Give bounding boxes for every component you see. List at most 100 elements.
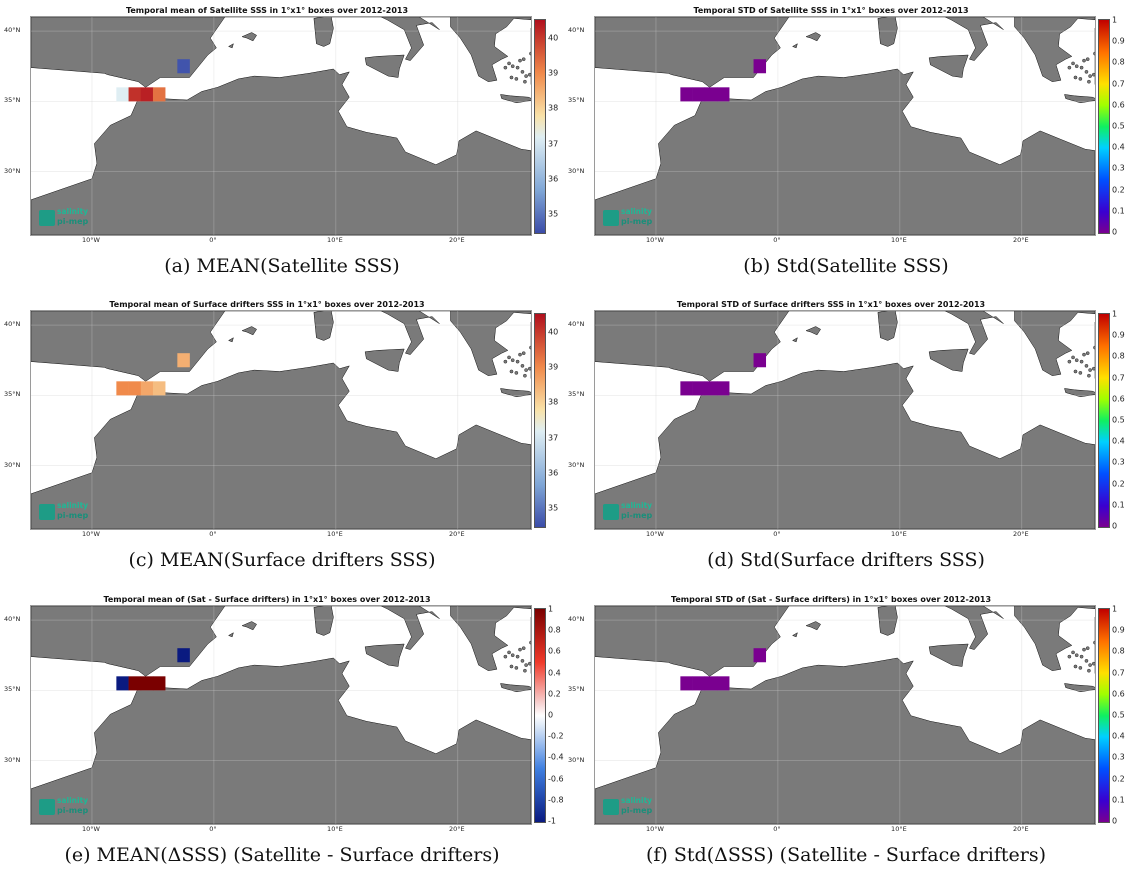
island [518, 647, 522, 652]
data-box [692, 87, 706, 102]
data-box [716, 676, 730, 691]
colorbar-tick-label: 36 [548, 468, 559, 478]
logo-text-line1: salinity [621, 796, 653, 805]
colorbar-tick-label: 0.6 [1112, 100, 1125, 110]
colorbar-tick-label: 0 [1112, 521, 1118, 531]
island [515, 654, 520, 659]
data-box [116, 676, 129, 691]
colorbar-tick-label: 0 [548, 710, 554, 720]
map-area: salinity pi-mep [594, 310, 1096, 530]
island [1088, 368, 1092, 372]
land-mass [241, 32, 257, 42]
land-mass [928, 643, 969, 667]
island [524, 74, 528, 78]
island [503, 654, 508, 659]
land-mass [877, 17, 898, 47]
logo-text-line2: pi-mep [621, 511, 653, 520]
colorbar-tick-label: 0.4 [1112, 436, 1125, 446]
island [1078, 77, 1083, 81]
island [527, 661, 531, 666]
map-title: Temporal mean of (Sat - Surface drifters… [103, 595, 431, 604]
island [1067, 65, 1072, 70]
data-box [716, 381, 730, 396]
island [529, 51, 531, 56]
map-panel: Temporal STD of Satellite SSS in 1°x1° b… [566, 2, 1126, 292]
colorbar-tick-label: 0.8 [1112, 351, 1125, 361]
lon-tick-label: 20°E [1013, 825, 1029, 833]
island [1085, 351, 1090, 355]
map-svg [595, 311, 1095, 529]
data-box [152, 87, 166, 102]
colorbar-tick-label: 0.3 [1112, 752, 1125, 762]
land-mass [31, 606, 531, 677]
data-box [680, 676, 693, 691]
lat-tick-label: 35°N [4, 390, 21, 399]
panel-caption: (d) Std(Surface drifters SSS) [707, 549, 985, 571]
data-box [116, 381, 129, 396]
land-mass [313, 17, 334, 47]
logo-text-line2: pi-mep [621, 806, 653, 815]
island [523, 79, 527, 84]
land-mass [241, 326, 257, 336]
panel-caption: (c) MEAN(Surface drifters SSS) [128, 549, 436, 571]
lon-tick-label: 10°E [891, 825, 907, 833]
colorbar-tick-label: 0.2 [548, 689, 561, 699]
colorbar-tick-label: 0.4 [1112, 731, 1125, 741]
data-box [692, 381, 706, 396]
colorbar [1098, 19, 1110, 234]
island [1073, 369, 1078, 374]
land-mass [595, 657, 1095, 824]
lon-tick-label: 10°W [81, 530, 100, 538]
island [503, 65, 508, 70]
island [518, 58, 522, 63]
island [527, 72, 531, 77]
island [1087, 373, 1091, 378]
lon-tick-label: 0° [773, 236, 781, 244]
land-mass [31, 68, 531, 235]
island [523, 373, 527, 378]
lat-tick-label: 40°N [568, 320, 585, 329]
lon-tick-label: 10°W [81, 236, 100, 244]
data-box [140, 381, 154, 396]
data-box [177, 353, 190, 368]
lon-tick-label: 20°E [449, 825, 465, 833]
lat-tick-label: 30°N [4, 755, 21, 764]
island [1078, 371, 1083, 375]
land-mass [500, 388, 531, 398]
panel-caption: (e) MEAN(ΔSSS) (Satellite - Surface drif… [64, 844, 500, 866]
map-area: salinity pi-mep [594, 605, 1096, 825]
island [521, 646, 526, 650]
lat-tick-label: 40°N [4, 320, 21, 329]
lat-tick-label: 40°N [4, 26, 21, 35]
colorbar-tick-label: 0.1 [1112, 500, 1125, 510]
island [1071, 61, 1075, 66]
colorbar-tick-label: 0.4 [1112, 142, 1125, 152]
data-box [680, 381, 693, 396]
map-title: Temporal STD of (Sat - Surface drifters)… [670, 595, 992, 604]
logo-text-line2: pi-mep [57, 217, 89, 226]
colorbar-tick-label: 36 [548, 174, 559, 184]
data-box [128, 87, 142, 102]
data-box [128, 381, 142, 396]
pi-mep-logo: salinity pi-mep [39, 796, 99, 818]
colorbar-tick-label: 0.2 [1112, 479, 1125, 489]
lat-tick-label: 30°N [4, 460, 21, 469]
island [503, 359, 508, 364]
island [1093, 640, 1095, 645]
colorbar-tick-label: 38 [548, 103, 559, 113]
logo-text-line1: salinity [57, 207, 89, 216]
pi-mep-logo: salinity pi-mep [39, 207, 99, 229]
lat-tick-label: 35°N [568, 96, 585, 105]
lat-tick-label: 35°N [568, 685, 585, 694]
pi-mep-logo: salinity pi-mep [603, 796, 663, 818]
island [1084, 364, 1089, 368]
lat-tick-label: 35°N [4, 685, 21, 694]
land-mass [31, 311, 531, 382]
colorbar-tick-label: 0.9 [1112, 36, 1125, 46]
land-mass [792, 337, 798, 343]
island [1082, 58, 1086, 63]
lat-tick-label: 35°N [4, 96, 21, 105]
island [514, 666, 519, 670]
colorbar-tick-label: 40 [548, 327, 559, 337]
map-area: salinity pi-mep [594, 16, 1096, 236]
